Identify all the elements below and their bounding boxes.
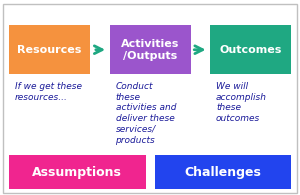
Text: Outcomes: Outcomes [219, 45, 282, 55]
Text: Conduct
these
activities and
deliver these
services/
products: Conduct these activities and deliver the… [116, 82, 176, 145]
Text: Activities
/Outputs: Activities /Outputs [121, 39, 179, 60]
FancyBboxPatch shape [9, 25, 90, 74]
Text: Challenges: Challenges [184, 166, 261, 179]
Text: If we get these
resources...: If we get these resources... [15, 82, 82, 102]
Text: We will
accomplish
these
outcomes: We will accomplish these outcomes [216, 82, 267, 123]
FancyBboxPatch shape [110, 25, 190, 74]
Text: Resources: Resources [17, 45, 82, 55]
Text: Assumptions: Assumptions [32, 166, 122, 179]
FancyBboxPatch shape [210, 25, 291, 74]
FancyBboxPatch shape [154, 155, 291, 189]
FancyBboxPatch shape [9, 155, 146, 189]
